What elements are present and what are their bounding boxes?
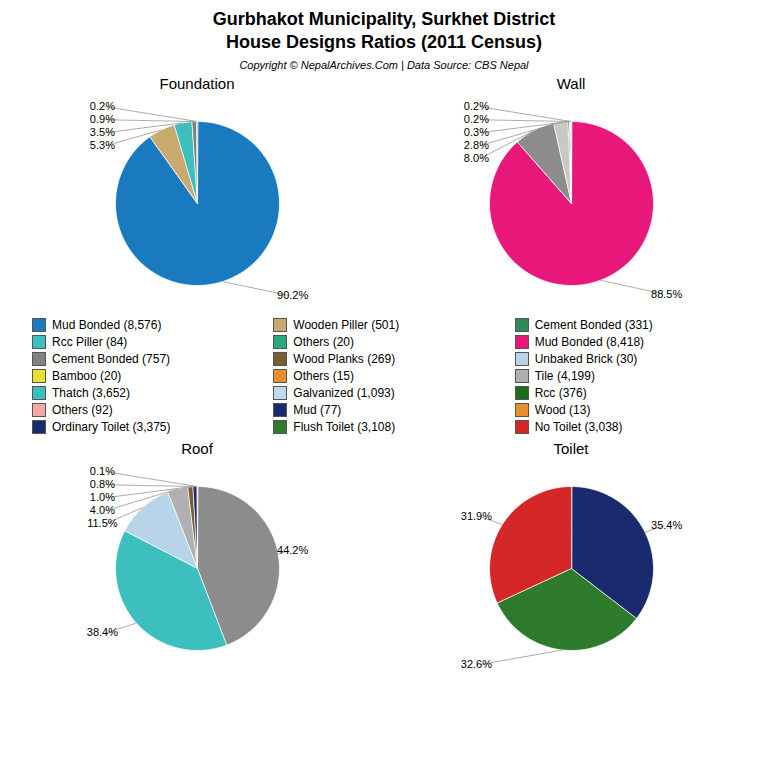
html-text:Others (15): Others (15)	[293, 368, 354, 383]
svg-text:3.5%: 3.5%	[90, 126, 115, 138]
svg-text:5.3%: 5.3%	[90, 139, 115, 151]
svg-text:0.2%: 0.2%	[464, 100, 489, 112]
html-text:Tile (4,199): Tile (4,199)	[534, 368, 595, 383]
svg-text:0.2%: 0.2%	[464, 113, 489, 125]
html-text:Cement Bonded (331): Cement Bonded (331)	[534, 317, 653, 332]
html-text:Gurbhakot Municipality, Surkhe: Gurbhakot Municipality, Surkhet District…	[212, 9, 556, 53]
html-text:Wooden Piller (501): Wooden Piller (501)	[293, 317, 400, 332]
html-text:Thatch (3,652): Thatch (3,652)	[52, 385, 130, 400]
html-text:Mud Bonded (8,418): Mud Bonded (8,418)	[534, 334, 645, 349]
html-text:Flush Toilet (3,108): Flush Toilet (3,108)	[293, 419, 396, 434]
svg-text:88.5%: 88.5%	[651, 287, 682, 299]
html-text:Cement Bonded (757): Cement Bonded (757)	[52, 351, 171, 366]
svg-text:0.9%: 0.9%	[90, 113, 115, 125]
svg-text:0.8%: 0.8%	[90, 478, 115, 490]
svg-text:0.1%: 0.1%	[90, 465, 115, 477]
html-text:Wood Planks (269): Wood Planks (269)	[293, 351, 396, 366]
html-text:Mud Bonded (8,576): Mud Bonded (8,576)	[52, 317, 162, 332]
html-text:Copyright © NepalArchives.Com: Copyright © NepalArchives.Com | Data Sou…	[239, 58, 529, 71]
html-text:Roof: Roof	[181, 439, 213, 457]
html-text:Mud (77): Mud (77)	[293, 402, 342, 417]
html-text:Rcc Piller (84): Rcc Piller (84)	[52, 334, 128, 349]
svg-text:32.6%: 32.6%	[461, 658, 492, 670]
html-text:Foundation: Foundation	[159, 74, 235, 92]
svg-text:8.0%: 8.0%	[464, 152, 489, 164]
html-text:Ordinary Toilet (3,375): Ordinary Toilet (3,375)	[52, 419, 171, 434]
svg-text:44.2%: 44.2%	[277, 544, 308, 556]
html-text:No Toilet (3,038): No Toilet (3,038)	[534, 419, 623, 434]
svg-text:11.5%: 11.5%	[87, 517, 118, 529]
svg-text:0.2%: 0.2%	[90, 100, 115, 112]
svg-text:90.2%: 90.2%	[277, 289, 308, 301]
html-text:Others (92): Others (92)	[52, 402, 113, 417]
svg-text:38.4%: 38.4%	[87, 626, 118, 638]
svg-text:35.4%: 35.4%	[651, 519, 682, 531]
html-text:Galvanized (1,093): Galvanized (1,093)	[293, 385, 395, 400]
svg-text:2.8%: 2.8%	[464, 139, 489, 151]
svg-text:0.3%: 0.3%	[464, 126, 489, 138]
svg-text:4.0%: 4.0%	[90, 504, 115, 516]
html-text:Others (20): Others (20)	[293, 334, 354, 349]
html-text:Wall: Wall	[556, 74, 586, 92]
html-text:Toilet: Toilet	[553, 439, 589, 457]
html-text:Unbaked Brick (30): Unbaked Brick (30)	[534, 351, 638, 366]
svg-text:31.9%: 31.9%	[461, 510, 492, 522]
svg-text:1.0%: 1.0%	[90, 491, 115, 503]
html-text:Bamboo (20): Bamboo (20)	[52, 368, 122, 383]
html-text:Wood (13): Wood (13)	[534, 402, 591, 417]
html-text:Rcc (376): Rcc (376)	[534, 385, 587, 400]
